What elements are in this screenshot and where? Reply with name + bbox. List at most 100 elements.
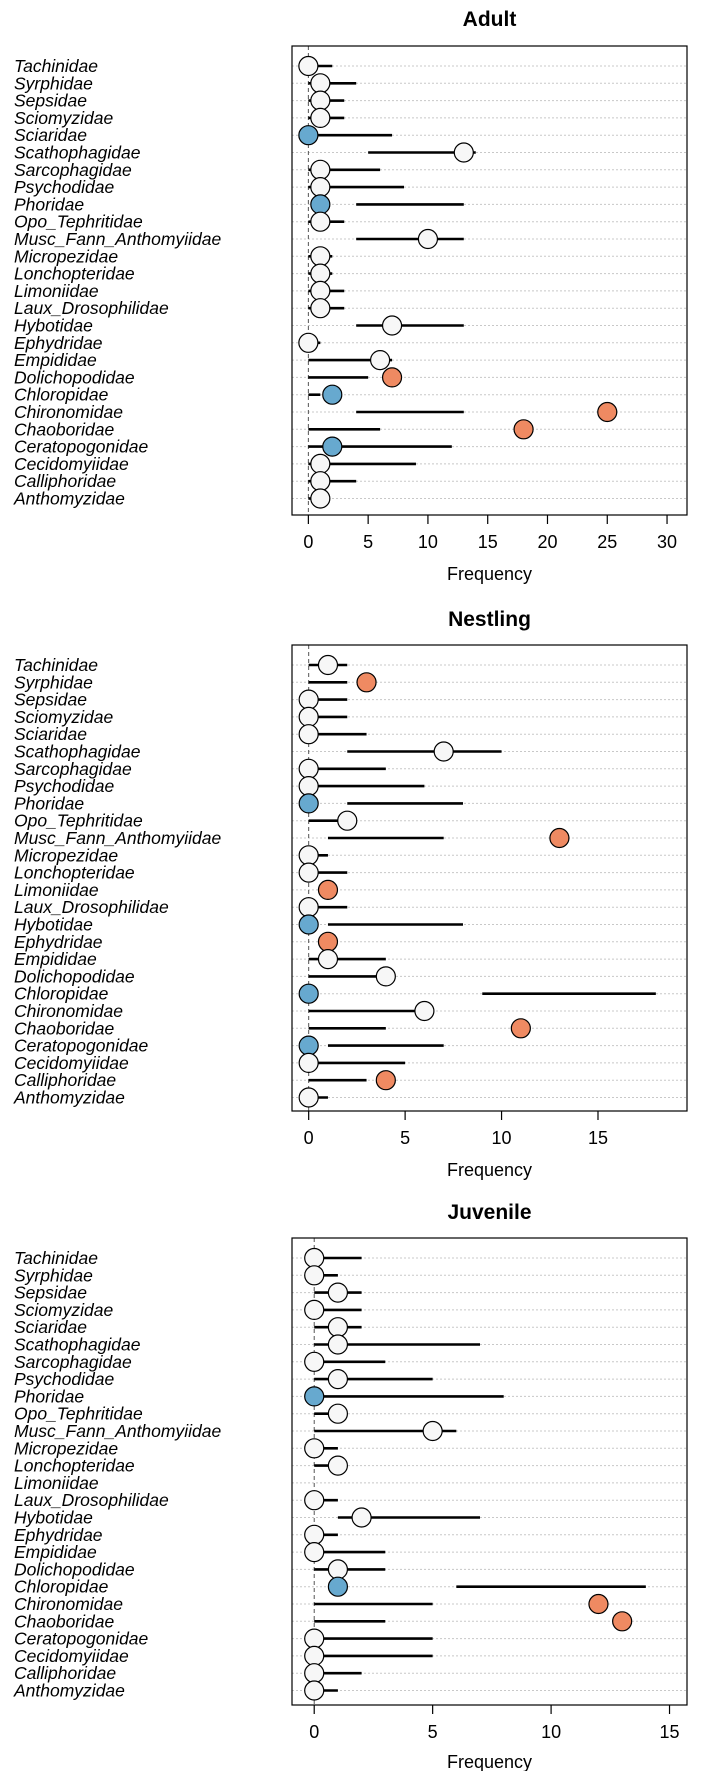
x-tick-label: 15: [478, 532, 498, 552]
category-label: Lonchopteridae: [14, 264, 135, 284]
data-point: [327, 1403, 348, 1424]
category-label: Chironomidae: [14, 402, 123, 422]
data-point: [298, 1087, 319, 1108]
category-label: Chloropidae: [14, 1577, 109, 1597]
data-point: [304, 1438, 325, 1459]
x-tick-label: 5: [363, 532, 373, 552]
data-point: [370, 350, 391, 371]
data-point: [310, 194, 331, 215]
data-point: [304, 1247, 325, 1269]
data-point: [513, 419, 534, 440]
x-tick-label: 5: [400, 1128, 410, 1148]
panel-title: Juvenile: [447, 1201, 531, 1224]
category-label: Hybotidae: [14, 915, 93, 935]
data-point: [304, 1490, 325, 1511]
category-label: Phoridae: [14, 1386, 84, 1406]
category-label: Musc_Fann_Anthomyiidae: [14, 1421, 221, 1441]
data-point: [298, 1035, 319, 1056]
category-label: Laux_Drosophilidae: [14, 298, 169, 318]
category-label: Sciaridae: [14, 724, 87, 744]
data-point: [310, 263, 331, 284]
data-point: [422, 1420, 443, 1442]
x-tick-label: 15: [660, 1722, 680, 1742]
category-label: Anthomyzidae: [13, 1681, 125, 1701]
category-label: Scathophagidae: [14, 1335, 141, 1355]
category-label: Anthomyzidae: [13, 489, 125, 509]
data-point: [298, 689, 319, 710]
category-label: Empididae: [14, 350, 97, 370]
category-label: Ceratopogonidae: [14, 437, 149, 457]
plot-frame: [291, 1237, 688, 1706]
category-label: Sarcophagidae: [14, 759, 132, 779]
data-point: [375, 1070, 396, 1091]
category-label: Ephydridae: [14, 333, 103, 353]
data-point: [304, 1680, 325, 1701]
category-label: Ceratopogonidae: [14, 1629, 149, 1649]
x-tick-label: 0: [309, 1722, 319, 1742]
data-point: [304, 1299, 325, 1321]
category-label: Laux_Drosophilidae: [14, 897, 169, 917]
data-point: [304, 1265, 325, 1286]
data-point: [310, 298, 331, 319]
data-point: [549, 827, 570, 849]
category-label: Calliphoridae: [14, 1070, 116, 1090]
category-label: Sarcophagidae: [14, 160, 132, 180]
x-tick-label: 10: [541, 1722, 561, 1742]
data-point: [310, 73, 331, 94]
x-axis-title: Frequency: [447, 1752, 532, 1771]
data-point: [298, 332, 319, 353]
category-label: Psychodidae: [14, 1369, 114, 1389]
data-point: [310, 453, 331, 474]
panel-title: Adult: [463, 8, 517, 31]
data-point: [322, 384, 343, 405]
data-point: [327, 1368, 348, 1390]
data-point: [381, 315, 403, 336]
category-label: Chaoboridae: [14, 419, 114, 439]
data-point: [298, 845, 319, 866]
category-label: Scathophagidae: [14, 143, 141, 163]
data-point: [612, 1611, 633, 1632]
category-label: Sepsidae: [14, 690, 87, 710]
data-point: [310, 246, 331, 267]
x-tick-label: 30: [657, 532, 677, 552]
plot-frame: [291, 644, 688, 1112]
data-point: [310, 280, 331, 301]
data-point: [310, 488, 331, 509]
x-tick-label: 15: [588, 1128, 608, 1148]
data-point: [304, 1628, 325, 1649]
data-point: [298, 897, 319, 918]
category-label: Hybotidae: [14, 316, 93, 336]
category-label: Limoniidae: [14, 880, 99, 900]
category-label: Empididae: [14, 1542, 97, 1562]
data-point: [310, 107, 331, 129]
category-label: Cecidomyiidae: [14, 454, 129, 474]
category-label: Scathophagidae: [14, 742, 141, 762]
category-label: Sciaridae: [14, 1317, 87, 1337]
category-label: Opo_Tephritidae: [14, 212, 143, 232]
category-label: Chaoboridae: [14, 1018, 114, 1038]
data-point: [298, 55, 319, 77]
x-tick-label: 20: [537, 532, 557, 552]
data-point: [381, 367, 403, 388]
x-axis-title: Frequency: [447, 1160, 532, 1180]
data-point: [304, 1645, 325, 1667]
data-point: [298, 914, 319, 935]
data-point: [310, 177, 331, 198]
category-label: Calliphoridae: [14, 471, 116, 491]
data-point: [327, 1317, 348, 1338]
category-label: Ceratopogonidae: [14, 1036, 149, 1056]
category-label: Sepsidae: [14, 1283, 87, 1303]
data-point: [588, 1593, 609, 1615]
category-label: Limoniidae: [14, 1473, 99, 1493]
data-point: [298, 758, 319, 779]
category-label: Ephydridae: [14, 1525, 103, 1545]
category-label: Chaoboridae: [14, 1611, 114, 1631]
data-point: [304, 1524, 325, 1545]
category-label: Dolichopodidae: [14, 1559, 135, 1579]
data-point: [597, 401, 618, 423]
category-label: Psychodidae: [14, 177, 114, 197]
data-point: [304, 1541, 325, 1563]
panel-title: Nestling: [448, 608, 531, 631]
category-label: Cecidomyiidae: [14, 1053, 129, 1073]
